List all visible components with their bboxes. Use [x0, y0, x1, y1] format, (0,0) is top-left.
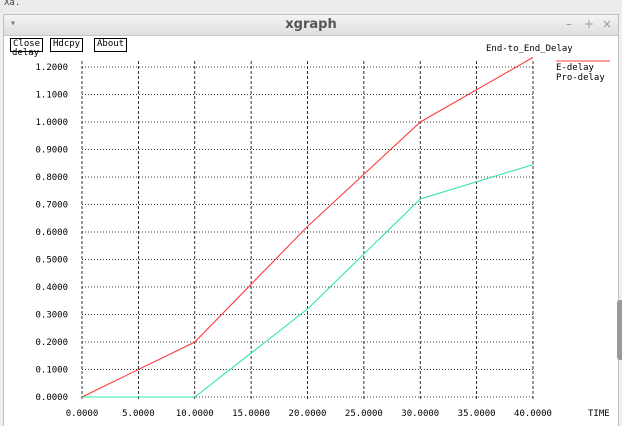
x-tick-label: 5.0000	[122, 409, 155, 419]
minimize-icon[interactable]: –	[566, 17, 572, 31]
about-button[interactable]: About	[94, 38, 128, 52]
y-axis-label: delay	[12, 48, 40, 58]
close-button[interactable]: Close	[10, 38, 44, 52]
hdcpy-button[interactable]: Hdcpy	[50, 38, 84, 52]
y-tick-label: 1.1000	[35, 91, 68, 101]
x-tick-label: 35.0000	[458, 409, 496, 419]
y-tick-label: 0.3000	[35, 311, 68, 321]
y-tick-label: 0.7000	[35, 201, 68, 211]
series-line-e-delay	[81, 56, 534, 398]
series-layer	[81, 56, 534, 398]
series-line-pro-delay	[82, 164, 534, 398]
y-tick-label: 0.1000	[35, 366, 68, 376]
y-tick-label: 0.8000	[35, 173, 68, 183]
window-title: xgraph	[285, 17, 337, 32]
y-tick-label: 0.6000	[35, 228, 68, 238]
label-layer: 0.0000 0.1000 0.2000 0.3000 0.4000 0.5000 0.60…	[35, 63, 551, 419]
y-tick-label: 0.2000	[35, 338, 68, 348]
y-tick-label: 0.5000	[35, 256, 68, 266]
y-tick-label: 1.2000	[35, 63, 68, 73]
y-tick-label: 0.9000	[35, 146, 68, 156]
x-tick-label: 30.0000	[401, 409, 439, 419]
x-tick-label: 0.0000	[66, 409, 99, 419]
y-tick-label: 0.0000	[35, 393, 68, 403]
grid-layer	[81, 61, 534, 401]
legend-label-e-delay: E-delay	[556, 63, 595, 73]
x-tick-label: 40.0000	[514, 409, 552, 419]
x-tick-label: 25.0000	[345, 409, 383, 419]
xgraph-window: ▾ xgraph – + × Close Hdcpy About 0.0000 0…	[3, 14, 619, 426]
window-menu-icon[interactable]: ▾	[10, 18, 17, 29]
background-window-edge	[617, 300, 622, 360]
close-window-icon[interactable]: ×	[602, 17, 613, 31]
x-axis-label: TIME	[588, 409, 610, 419]
y-tick-label: 1.0000	[35, 118, 68, 128]
top-strip-label: Xa.	[4, 0, 21, 8]
y-tick-label: 0.4000	[35, 283, 68, 293]
plot-area: 0.0000 0.1000 0.2000 0.3000 0.4000 0.5000 0.60…	[12, 44, 610, 419]
chart-title: End-to_End_Delay	[486, 44, 573, 54]
top-strip: Xa.	[0, 0, 622, 14]
x-tick-label: 20.0000	[289, 409, 327, 419]
maximize-icon[interactable]: +	[584, 17, 595, 31]
x-tick-label: 15.0000	[232, 409, 270, 419]
title-bar[interactable]: ▾ xgraph – + ×	[4, 15, 618, 36]
x-tick-label: 10.0000	[176, 409, 214, 419]
legend-label-pro-delay: Pro-delay	[556, 73, 605, 83]
